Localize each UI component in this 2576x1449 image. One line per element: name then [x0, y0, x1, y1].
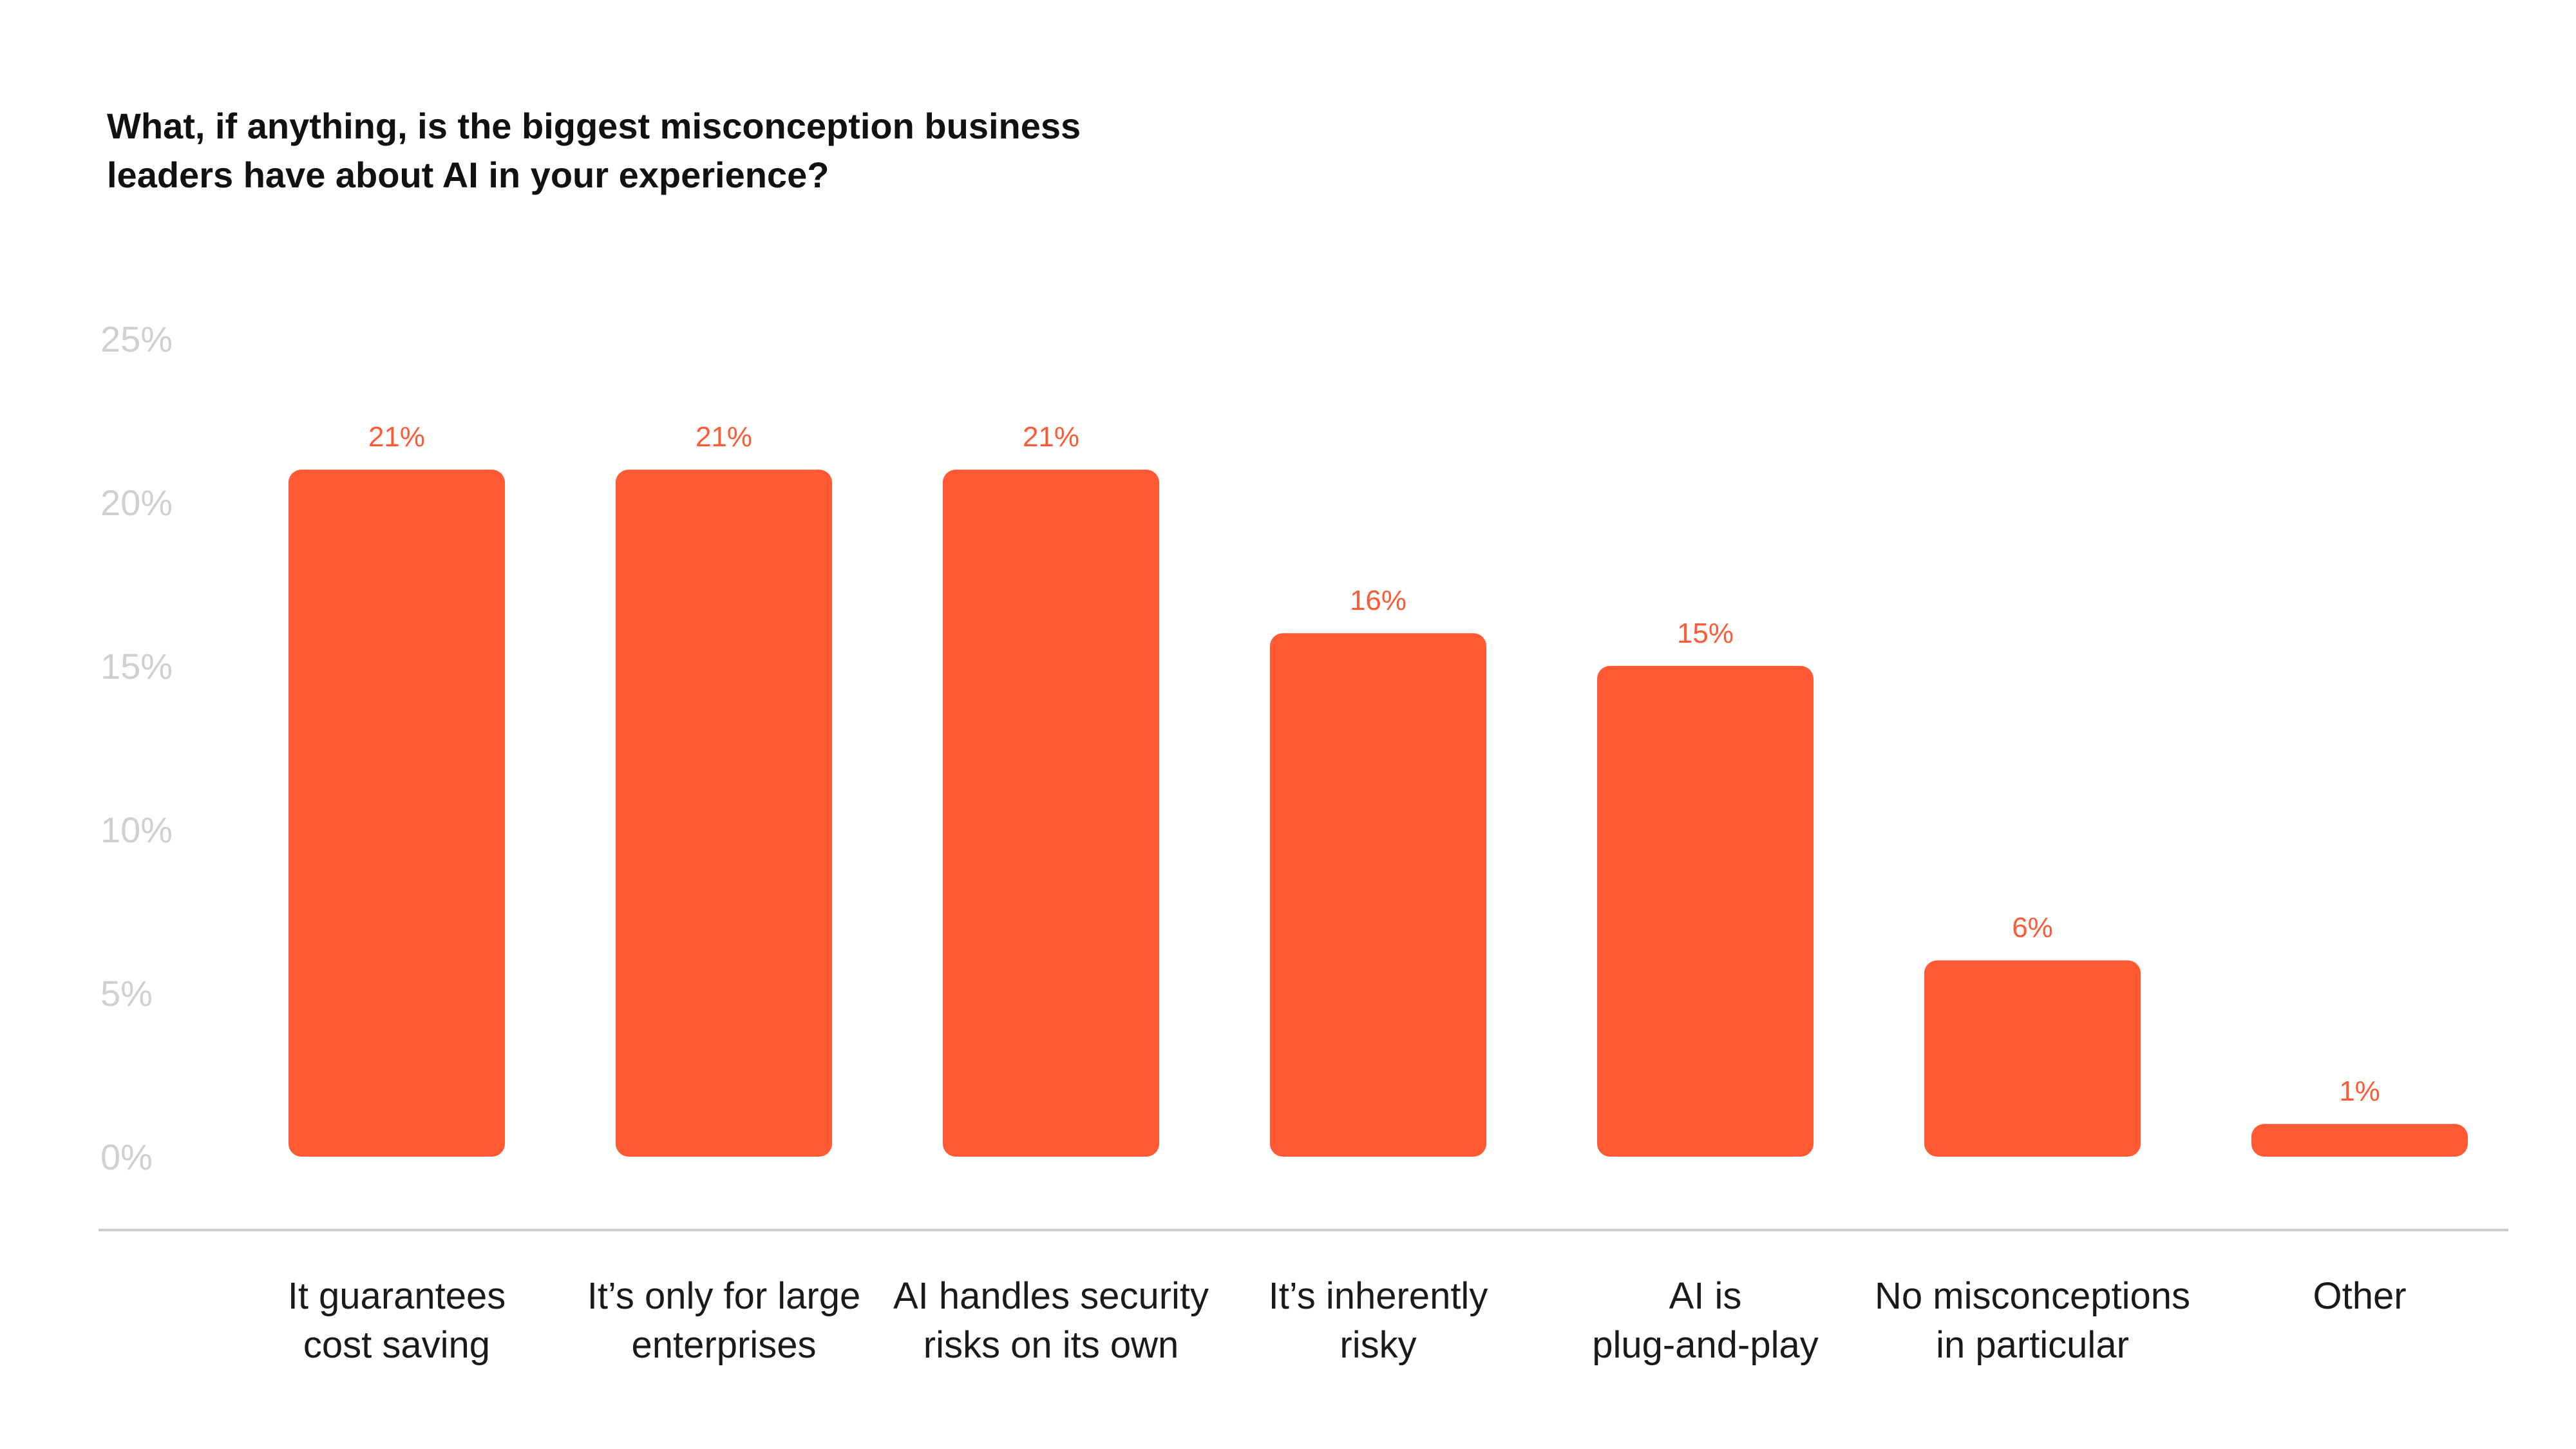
bar: [289, 469, 505, 1157]
data-label: 16%: [1350, 585, 1406, 616]
x-category-label: risky: [1340, 1324, 1416, 1366]
x-category-label: risks on its own: [923, 1324, 1179, 1366]
y-tick-label: 15%: [100, 646, 173, 687]
x-category-label: in particular: [1936, 1324, 2129, 1366]
data-label: 21%: [1023, 421, 1079, 453]
bar: [2251, 1124, 2468, 1157]
chart-title: What, if anything, is the biggest miscon…: [107, 102, 1395, 200]
chart-title-line-2: leaders have about AI in your experience…: [107, 155, 829, 195]
data-label: 21%: [696, 421, 752, 453]
bar: [1270, 633, 1486, 1157]
x-category-label: cost saving: [303, 1324, 490, 1366]
x-category-label: enterprises: [632, 1324, 817, 1366]
x-category-label: Other: [2313, 1275, 2406, 1317]
data-label: 1%: [2339, 1075, 2380, 1107]
chart-title-line-1: What, if anything, is the biggest miscon…: [107, 106, 1081, 146]
y-tick-label: 0%: [100, 1137, 153, 1177]
y-tick-label: 20%: [100, 482, 173, 523]
bar: [943, 469, 1159, 1157]
bar: [1597, 666, 1814, 1157]
bar: [616, 469, 832, 1157]
y-tick-label: 5%: [100, 973, 153, 1014]
y-tick-label: 25%: [100, 319, 173, 359]
data-label: 6%: [2012, 912, 2053, 943]
bar: [1924, 960, 2141, 1157]
x-category-label: No misconceptions: [1875, 1275, 2190, 1317]
x-category-label: AI handles security: [893, 1275, 1209, 1317]
x-category-label: It guarantees: [288, 1275, 506, 1317]
y-tick-label: 10%: [100, 810, 173, 850]
x-category-label: plug-and-play: [1592, 1324, 1818, 1366]
x-category-label: It’s only for large: [587, 1275, 860, 1317]
x-category-label: It’s inherently: [1269, 1275, 1488, 1317]
data-label: 15%: [1677, 618, 1734, 649]
x-category-label: AI is: [1669, 1275, 1742, 1317]
data-label: 21%: [368, 421, 425, 453]
